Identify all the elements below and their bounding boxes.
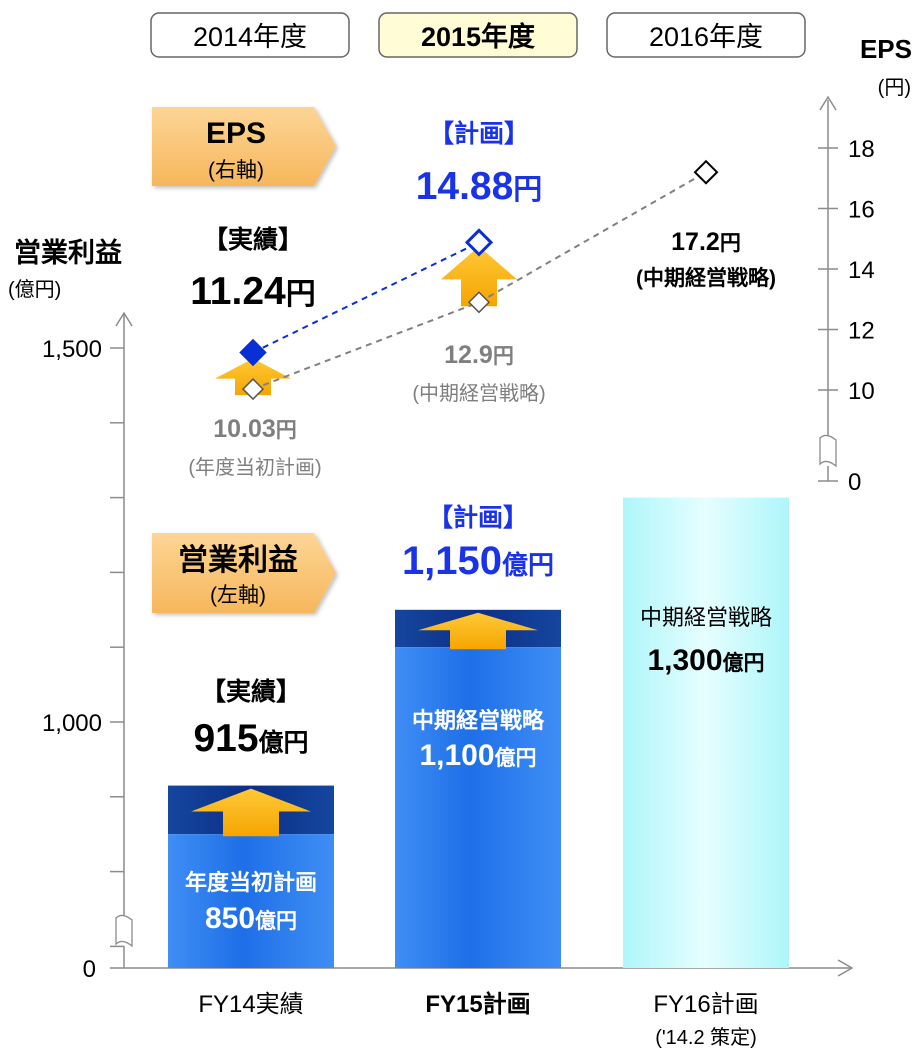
fy14-eps-actual-value: 11.24円 [190,270,315,313]
year-box-2014 [150,12,350,58]
fy15-eps-mid-point [467,291,491,314]
fy16-op-mid-unit: 億円 [723,651,765,675]
fy15-eps-plan-point [464,228,494,257]
op-tag [152,533,336,613]
op-tag-title: 営業利益 [178,544,298,577]
left-axis-ticks: 0 1,000 1,500 [42,336,124,983]
bars [168,497,789,968]
fy15-eps-mid-value: 12.9円 [444,341,514,369]
fy14-eps-initial-number: 10.03 [213,415,276,443]
fy14-eps-initial-unit: 円 [276,419,297,442]
fy14-increase-arrow [191,788,311,837]
fy14-eps-increase-arrow [215,358,291,396]
category-label-fy15: FY15計画 [425,990,530,1018]
eps-actual-line [252,241,480,354]
fy16-eps-mid-number: 17.2 [671,228,720,256]
fy14-initial-plan-bar [168,834,334,968]
fy14-op-actual-unit: 億円 [259,728,309,757]
fy15-op-plan-number: 1,150 [402,539,502,583]
year-label-2014: 2014年度 [193,22,307,52]
right-axis-tick-label: 0 [848,469,861,496]
right-axis-ticks: 0 10 12 14 16 18 [818,136,875,496]
eps-labels: 【実績】 11.24円 10.03円 (年度当初計画) 【計画】 14.88円 … [188,119,776,479]
eps-tag-shape [152,107,336,186]
fy15-eps-mid-label: (中期経営戦略) [412,382,545,405]
op-tag-shape [152,533,336,613]
left-axis-arrowhead [115,311,133,327]
category-label-fy14: FY14実績 [198,991,303,1018]
fy16-eps-mid-label: (中期経営戦略) [636,266,776,290]
fy15-eps-plan-number: 14.88 [416,165,514,208]
fy14-op-initial-number: 850 [205,902,255,935]
fy14-eps-initial-point [241,378,265,401]
fy15-eps-plan-unit: 円 [513,174,542,206]
right-axis-label: EPS [860,34,912,64]
fy16-op-mid-label: 中期経営戦略 [640,605,772,630]
x-axis-arrowhead [837,959,854,977]
left-axis-tick-label: 0 [83,956,96,983]
year-label-2016: 2016年度 [649,22,763,52]
fy14-eps-actual-number: 11.24 [190,270,286,313]
fy14-op-initial-unit: 億円 [255,909,297,933]
right-axis-unit: (円) [878,77,911,99]
year-box-2016 [606,12,806,58]
fy15-op-plan-unit: 億円 [502,550,554,580]
right-axis-tick-label: 14 [848,257,875,284]
left-axis-unit: (億円) [8,278,61,301]
fy14-op-actual-value: 915億円 [193,717,308,760]
fy16-op-mid-number: 1,300 [647,644,722,677]
right-axis-tick-label: 10 [848,378,875,405]
right-axis: EPS (円) 0 10 12 14 16 18 [818,34,912,496]
fy15-mid-term-bar [395,647,561,968]
category-labels: FY14実績 FY15計画 FY16計画 ('14.2 策定) [198,990,758,1049]
left-axis-break [115,914,133,948]
right-axis-tick-label: 18 [848,136,875,163]
fy15-op-plan-heading: 【計画】 [428,503,528,532]
right-axis-tick-label: 16 [848,197,875,224]
left-axis-tick-label: 1,500 [42,336,102,363]
fy14-eps-initial-label: (年度当初計画) [188,456,321,479]
fy14-eps-actual-unit: 円 [286,278,316,311]
fy14-op-initial-label: 年度当初計画 [185,870,317,895]
left-axis-label: 営業利益 [14,237,122,268]
fy15-increase-arrow [418,612,538,650]
year-label-2015: 2015年度 [421,21,535,52]
fy15-op-mid-number: 1,100 [419,739,494,772]
category-label-fy16: FY16計画 [653,991,758,1018]
right-axis-tick-label: 12 [848,318,875,345]
fy15-op-mid-unit: 億円 [495,746,537,770]
eps-tag-title: EPS [206,117,266,150]
fy14-op-initial-value: 850億円 [205,902,297,935]
right-axis-arrowhead [819,95,837,111]
fy15-eps-plan-heading: 【計画】 [429,119,529,148]
eps-marks [215,159,719,401]
fy14-eps-actual-point [239,338,267,367]
right-axis-break [819,434,837,468]
fy15-eps-mid-number: 12.9 [444,341,493,369]
fy15-eps-plan-value: 14.88円 [416,165,543,208]
eps-tag [152,107,336,186]
fy14-eps-initial-value: 10.03円 [213,415,297,443]
year-headers: 2014年度 2015年度 2016年度 [150,12,806,58]
fy15-eps-increase-arrow [441,246,517,307]
fy16-mid-term-bar [623,497,789,968]
fy14-op-actual-number: 915 [193,717,258,760]
fy16-eps-mid-point [693,159,719,185]
bar-labels: 【実績】 915億円 年度当初計画 850億円 【計画】 1,150億円 中期経… [185,503,772,935]
eps-tag-sub: (右軸) [208,159,264,182]
fy14-eps-actual-heading: 【実績】 [203,225,303,254]
fy16-eps-mid-value: 17.2円 [671,228,741,256]
left-axis-tick-label: 1,000 [42,710,102,737]
fy15-op-plan-value: 1,150億円 [402,539,554,583]
year-box-2015 [378,12,578,58]
fy16-eps-mid-unit: 円 [720,232,741,255]
fy15-op-mid-value: 1,100億円 [419,739,536,772]
fy16-op-mid-value: 1,300億円 [647,644,764,677]
fy14-op-actual-heading: 【実績】 [201,677,301,706]
op-tag-sub: (左軸) [210,584,266,607]
fy15-eps-mid-unit: 円 [493,345,514,368]
fy15-op-mid-label: 中期経営戦略 [412,708,545,733]
category-note-fy16: ('14.2 策定) [655,1026,757,1049]
